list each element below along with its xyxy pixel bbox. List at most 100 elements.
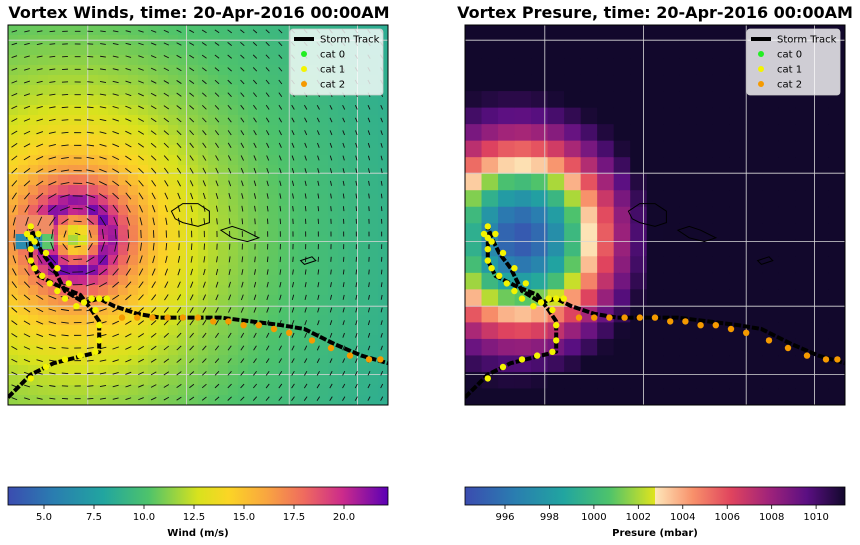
pressure-cell [696, 338, 714, 357]
wind-cell [338, 395, 349, 405]
wind-arrow [49, 216, 56, 226]
wind-cell [138, 305, 149, 316]
wind-arrow [176, 358, 182, 363]
wind-cell [248, 115, 259, 126]
wind-cell [168, 115, 179, 126]
wind-arrow [163, 105, 170, 110]
wind-arrow [35, 294, 44, 300]
wind-cell [348, 145, 359, 156]
wind-arrow [112, 397, 119, 400]
wind-cell [118, 195, 129, 206]
wind-arrow [228, 205, 231, 212]
wind-arrow [60, 194, 70, 198]
wind-cell [118, 295, 129, 306]
colorbar-tick-label: 7.5 [86, 512, 102, 523]
pressure-cell [597, 41, 615, 59]
wind-arrow [63, 230, 67, 238]
wind-cell [138, 235, 149, 246]
wind-cell [318, 95, 329, 106]
wind-arrow [23, 359, 31, 363]
wind-cell [148, 135, 159, 146]
pressure-cell [498, 107, 516, 125]
wind-cell [38, 385, 49, 396]
wind-cell [298, 215, 309, 226]
wind-arrow [214, 29, 220, 34]
wind-cell [68, 145, 79, 156]
wind-cell [48, 145, 59, 156]
wind-cell [298, 395, 309, 405]
wind-cell [48, 115, 59, 126]
wind-cell [98, 345, 109, 356]
wind-arrow [138, 80, 144, 84]
wind-arrow [279, 269, 282, 275]
cat2-point [286, 329, 293, 336]
wind-arrow [240, 307, 244, 313]
cat1-point [511, 287, 518, 295]
pressure-cell [564, 41, 582, 59]
wind-arrow [137, 118, 145, 122]
wind-cell [228, 385, 239, 396]
wind-cell [218, 135, 229, 146]
colorbar-tick-label: 20.0 [333, 512, 355, 523]
wind-arrow [367, 142, 371, 148]
wind-cell [348, 205, 359, 216]
wind-cell [68, 115, 79, 126]
wind-cell [308, 255, 319, 266]
wind-arrow [62, 243, 68, 250]
wind-cell [248, 85, 259, 96]
wind-arrow [49, 43, 56, 45]
wind-field-heatmap [8, 25, 388, 405]
wind-cell [118, 275, 129, 286]
wind-cell [138, 295, 149, 306]
pressure-cell [580, 355, 598, 373]
pressure-cell [580, 388, 598, 405]
pressure-cell [613, 190, 631, 208]
wind-cell [158, 335, 169, 346]
wind-cell [258, 335, 269, 346]
wind-arrow [228, 193, 231, 199]
wind-cell [318, 255, 329, 266]
wind-arrow [342, 193, 345, 199]
wind-cell [378, 205, 388, 216]
wind-cell [198, 75, 209, 86]
wind-cell [198, 215, 209, 226]
wind-cell [198, 225, 209, 236]
wind-cell [98, 205, 109, 216]
pressure-cell [498, 173, 516, 191]
cat1-point [484, 375, 491, 382]
wind-cell [18, 85, 29, 96]
wind-cell [138, 195, 149, 206]
cat2-point [225, 318, 232, 325]
wind-cell [318, 295, 329, 306]
wind-cell [328, 295, 339, 306]
wind-cell [218, 245, 229, 256]
pressure-cell [547, 107, 565, 125]
wind-cell [288, 395, 299, 405]
wind-cell [38, 255, 49, 266]
wind-cell [258, 315, 269, 326]
pressure-cell [696, 157, 714, 175]
wind-cell [178, 245, 189, 256]
pressure-cell [712, 91, 730, 109]
colorbar-tick-label: 5.0 [36, 512, 52, 523]
wind-cell [248, 185, 259, 196]
wind-cell [218, 365, 229, 376]
wind-arrow [11, 155, 18, 161]
wind-cell [58, 175, 69, 186]
wind-cell [158, 165, 169, 176]
wind-arrow [266, 332, 270, 338]
wind-cell [258, 195, 269, 206]
pressure-cell [597, 25, 615, 43]
pressure-cell [729, 173, 747, 191]
wind-cell [268, 105, 279, 116]
wind-cell [328, 225, 339, 236]
wind-cell [218, 145, 229, 156]
wind-cell [158, 375, 169, 386]
wind-cell [258, 305, 269, 316]
pressure-cell [630, 58, 648, 76]
wind-cell [258, 45, 269, 56]
wind-cell [8, 325, 19, 336]
wind-arrow [329, 142, 333, 148]
pressure-cell [547, 25, 565, 43]
